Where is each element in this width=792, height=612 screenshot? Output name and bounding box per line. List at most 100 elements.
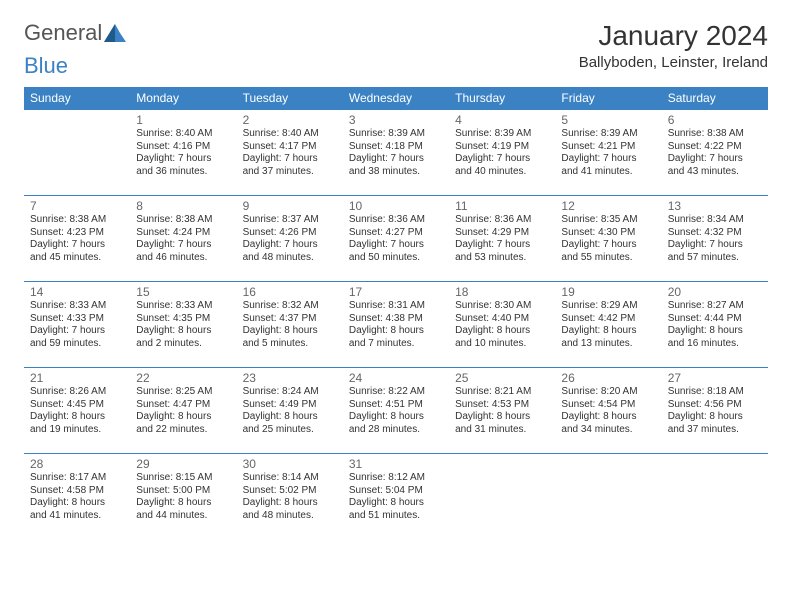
daylight-text: Daylight: 7 hours and 50 minutes.: [349, 239, 443, 264]
weekday-header: Saturday: [662, 87, 768, 110]
day-info: Sunrise: 8:20 AMSunset: 4:54 PMDaylight:…: [561, 386, 655, 436]
calendar-day-cell: 11Sunrise: 8:36 AMSunset: 4:29 PMDayligh…: [449, 196, 555, 282]
day-number: 8: [136, 199, 230, 213]
sunset-text: Sunset: 4:54 PM: [561, 399, 655, 412]
calendar-day-cell: [662, 454, 768, 540]
sunset-text: Sunset: 4:26 PM: [243, 227, 337, 240]
day-info: Sunrise: 8:38 AMSunset: 4:23 PMDaylight:…: [30, 214, 124, 264]
weekday-header: Sunday: [24, 87, 130, 110]
calendar-day-cell: 18Sunrise: 8:30 AMSunset: 4:40 PMDayligh…: [449, 282, 555, 368]
day-info: Sunrise: 8:36 AMSunset: 4:29 PMDaylight:…: [455, 214, 549, 264]
day-number: 26: [561, 371, 655, 385]
sunrise-text: Sunrise: 8:33 AM: [30, 300, 124, 313]
daylight-text: Daylight: 7 hours and 40 minutes.: [455, 153, 549, 178]
sunrise-text: Sunrise: 8:17 AM: [30, 472, 124, 485]
sunset-text: Sunset: 4:53 PM: [455, 399, 549, 412]
day-info: Sunrise: 8:33 AMSunset: 4:35 PMDaylight:…: [136, 300, 230, 350]
day-info: Sunrise: 8:30 AMSunset: 4:40 PMDaylight:…: [455, 300, 549, 350]
calendar-week-row: 1Sunrise: 8:40 AMSunset: 4:16 PMDaylight…: [24, 110, 768, 196]
sunrise-text: Sunrise: 8:39 AM: [349, 128, 443, 141]
day-info: Sunrise: 8:40 AMSunset: 4:16 PMDaylight:…: [136, 128, 230, 178]
day-number: 18: [455, 285, 549, 299]
calendar-day-cell: 26Sunrise: 8:20 AMSunset: 4:54 PMDayligh…: [555, 368, 661, 454]
calendar-day-cell: 25Sunrise: 8:21 AMSunset: 4:53 PMDayligh…: [449, 368, 555, 454]
sunrise-text: Sunrise: 8:18 AM: [668, 386, 762, 399]
sunrise-text: Sunrise: 8:34 AM: [668, 214, 762, 227]
day-info: Sunrise: 8:38 AMSunset: 4:24 PMDaylight:…: [136, 214, 230, 264]
day-info: Sunrise: 8:15 AMSunset: 5:00 PMDaylight:…: [136, 472, 230, 522]
calendar-week-row: 14Sunrise: 8:33 AMSunset: 4:33 PMDayligh…: [24, 282, 768, 368]
sunset-text: Sunset: 4:17 PM: [243, 141, 337, 154]
sunset-text: Sunset: 4:30 PM: [561, 227, 655, 240]
sunrise-text: Sunrise: 8:39 AM: [455, 128, 549, 141]
day-info: Sunrise: 8:27 AMSunset: 4:44 PMDaylight:…: [668, 300, 762, 350]
sunset-text: Sunset: 5:00 PM: [136, 485, 230, 498]
daylight-text: Daylight: 7 hours and 57 minutes.: [668, 239, 762, 264]
day-info: Sunrise: 8:18 AMSunset: 4:56 PMDaylight:…: [668, 386, 762, 436]
daylight-text: Daylight: 8 hours and 31 minutes.: [455, 411, 549, 436]
logo: General: [24, 20, 128, 46]
calendar-day-cell: 19Sunrise: 8:29 AMSunset: 4:42 PMDayligh…: [555, 282, 661, 368]
sunrise-text: Sunrise: 8:35 AM: [561, 214, 655, 227]
day-info: Sunrise: 8:14 AMSunset: 5:02 PMDaylight:…: [243, 472, 337, 522]
sunset-text: Sunset: 4:37 PM: [243, 313, 337, 326]
daylight-text: Daylight: 8 hours and 2 minutes.: [136, 325, 230, 350]
calendar-day-cell: 4Sunrise: 8:39 AMSunset: 4:19 PMDaylight…: [449, 110, 555, 196]
calendar-day-cell: 27Sunrise: 8:18 AMSunset: 4:56 PMDayligh…: [662, 368, 768, 454]
sunrise-text: Sunrise: 8:29 AM: [561, 300, 655, 313]
calendar-day-cell: 10Sunrise: 8:36 AMSunset: 4:27 PMDayligh…: [343, 196, 449, 282]
day-info: Sunrise: 8:36 AMSunset: 4:27 PMDaylight:…: [349, 214, 443, 264]
sunset-text: Sunset: 4:22 PM: [668, 141, 762, 154]
sunrise-text: Sunrise: 8:15 AM: [136, 472, 230, 485]
day-info: Sunrise: 8:21 AMSunset: 4:53 PMDaylight:…: [455, 386, 549, 436]
day-info: Sunrise: 8:25 AMSunset: 4:47 PMDaylight:…: [136, 386, 230, 436]
sunrise-text: Sunrise: 8:27 AM: [668, 300, 762, 313]
weekday-header: Friday: [555, 87, 661, 110]
day-info: Sunrise: 8:40 AMSunset: 4:17 PMDaylight:…: [243, 128, 337, 178]
daylight-text: Daylight: 7 hours and 36 minutes.: [136, 153, 230, 178]
day-number: 12: [561, 199, 655, 213]
day-number: 1: [136, 113, 230, 127]
day-info: Sunrise: 8:29 AMSunset: 4:42 PMDaylight:…: [561, 300, 655, 350]
sunrise-text: Sunrise: 8:14 AM: [243, 472, 337, 485]
day-info: Sunrise: 8:35 AMSunset: 4:30 PMDaylight:…: [561, 214, 655, 264]
sunrise-text: Sunrise: 8:12 AM: [349, 472, 443, 485]
day-number: 24: [349, 371, 443, 385]
sunset-text: Sunset: 4:35 PM: [136, 313, 230, 326]
calendar-day-cell: 30Sunrise: 8:14 AMSunset: 5:02 PMDayligh…: [237, 454, 343, 540]
day-number: 30: [243, 457, 337, 471]
calendar-day-cell: 5Sunrise: 8:39 AMSunset: 4:21 PMDaylight…: [555, 110, 661, 196]
logo-text-general: General: [24, 20, 102, 46]
calendar-day-cell: 8Sunrise: 8:38 AMSunset: 4:24 PMDaylight…: [130, 196, 236, 282]
sunrise-text: Sunrise: 8:36 AM: [455, 214, 549, 227]
calendar-day-cell: [24, 110, 130, 196]
weekday-header: Thursday: [449, 87, 555, 110]
calendar-day-cell: 17Sunrise: 8:31 AMSunset: 4:38 PMDayligh…: [343, 282, 449, 368]
day-info: Sunrise: 8:17 AMSunset: 4:58 PMDaylight:…: [30, 472, 124, 522]
day-info: Sunrise: 8:39 AMSunset: 4:21 PMDaylight:…: [561, 128, 655, 178]
daylight-text: Daylight: 7 hours and 48 minutes.: [243, 239, 337, 264]
daylight-text: Daylight: 7 hours and 38 minutes.: [349, 153, 443, 178]
calendar-day-cell: 29Sunrise: 8:15 AMSunset: 5:00 PMDayligh…: [130, 454, 236, 540]
day-number: 2: [243, 113, 337, 127]
day-info: Sunrise: 8:32 AMSunset: 4:37 PMDaylight:…: [243, 300, 337, 350]
calendar-table: SundayMondayTuesdayWednesdayThursdayFrid…: [24, 87, 768, 540]
calendar-week-row: 7Sunrise: 8:38 AMSunset: 4:23 PMDaylight…: [24, 196, 768, 282]
day-number: 6: [668, 113, 762, 127]
day-info: Sunrise: 8:39 AMSunset: 4:18 PMDaylight:…: [349, 128, 443, 178]
daylight-text: Daylight: 7 hours and 55 minutes.: [561, 239, 655, 264]
calendar-day-cell: 31Sunrise: 8:12 AMSunset: 5:04 PMDayligh…: [343, 454, 449, 540]
sunrise-text: Sunrise: 8:33 AM: [136, 300, 230, 313]
sunrise-text: Sunrise: 8:38 AM: [668, 128, 762, 141]
sunrise-text: Sunrise: 8:39 AM: [561, 128, 655, 141]
day-info: Sunrise: 8:39 AMSunset: 4:19 PMDaylight:…: [455, 128, 549, 178]
day-number: 15: [136, 285, 230, 299]
month-title: January 2024: [579, 20, 768, 52]
sunset-text: Sunset: 4:47 PM: [136, 399, 230, 412]
logo-text-blue: Blue: [24, 53, 68, 78]
day-number: 16: [243, 285, 337, 299]
weekday-header: Wednesday: [343, 87, 449, 110]
daylight-text: Daylight: 8 hours and 37 minutes.: [668, 411, 762, 436]
day-number: 19: [561, 285, 655, 299]
day-info: Sunrise: 8:37 AMSunset: 4:26 PMDaylight:…: [243, 214, 337, 264]
